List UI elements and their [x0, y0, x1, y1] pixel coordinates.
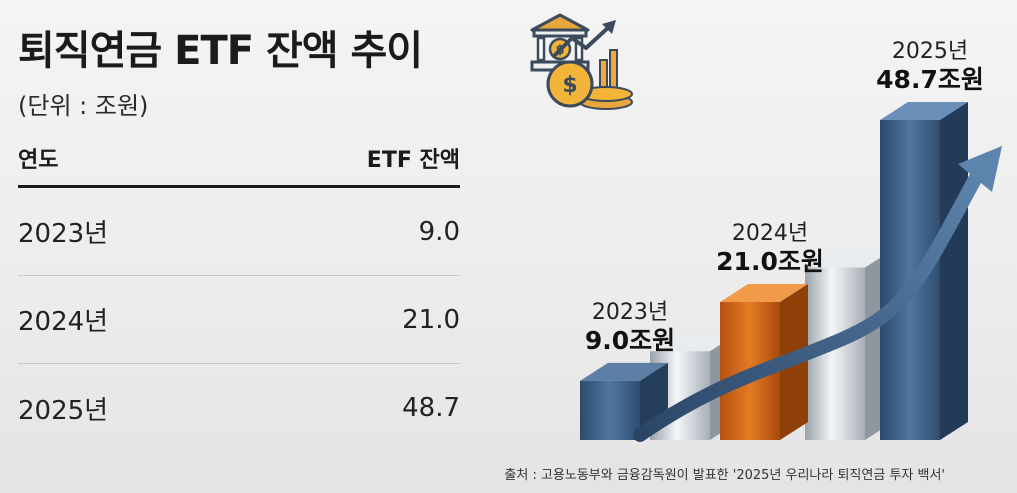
bars-layer — [580, 102, 1002, 442]
table-row: 2023년 9.0 — [18, 188, 460, 276]
row-value: 9.0 — [418, 216, 460, 247]
row-year: 2024년 — [18, 307, 109, 337]
table-header: 연도 ETF 잔액 — [18, 138, 460, 188]
page-title: 퇴직연금 ETF 잔액 추이 — [18, 28, 423, 74]
row-year: 2025년 — [18, 395, 109, 426]
bar-value-label: 9.0조원 — [585, 326, 675, 355]
bar-value-label: 21.0조원 — [716, 247, 824, 276]
svg-text:$: $ — [562, 73, 577, 98]
unit-label: (단위 : 조원) — [18, 92, 149, 120]
table-row: 2024년 21.0 — [18, 276, 460, 364]
growth-coins-icon: $ — [546, 20, 633, 110]
header-balance: ETF 잔액 — [366, 147, 460, 173]
trend-arrow-icon — [633, 146, 1002, 442]
source-note: 출처 : 고용노동부와 금융감독원이 발표한 '2025년 우리나라 퇴직연금 … — [504, 468, 945, 483]
row-value: 48.7 — [402, 393, 460, 423]
row-value: 21.0 — [402, 304, 460, 335]
row-year: 2023년 — [18, 219, 109, 249]
bar-year-label: 2025년 — [892, 39, 968, 64]
bar-2023년 — [580, 362, 668, 440]
bar-value-label: 48.7조원 — [876, 65, 984, 94]
bar-year-label: 2024년 — [732, 221, 808, 246]
header-year: 연도 — [18, 147, 59, 173]
bar-year-label: 2023년 — [592, 300, 668, 325]
balance-table: 연도 ETF 잔액 2023년 9.0 2024년 21.0 2025년 48.… — [18, 138, 460, 452]
table-row: 2025년 48.7 — [18, 364, 460, 452]
